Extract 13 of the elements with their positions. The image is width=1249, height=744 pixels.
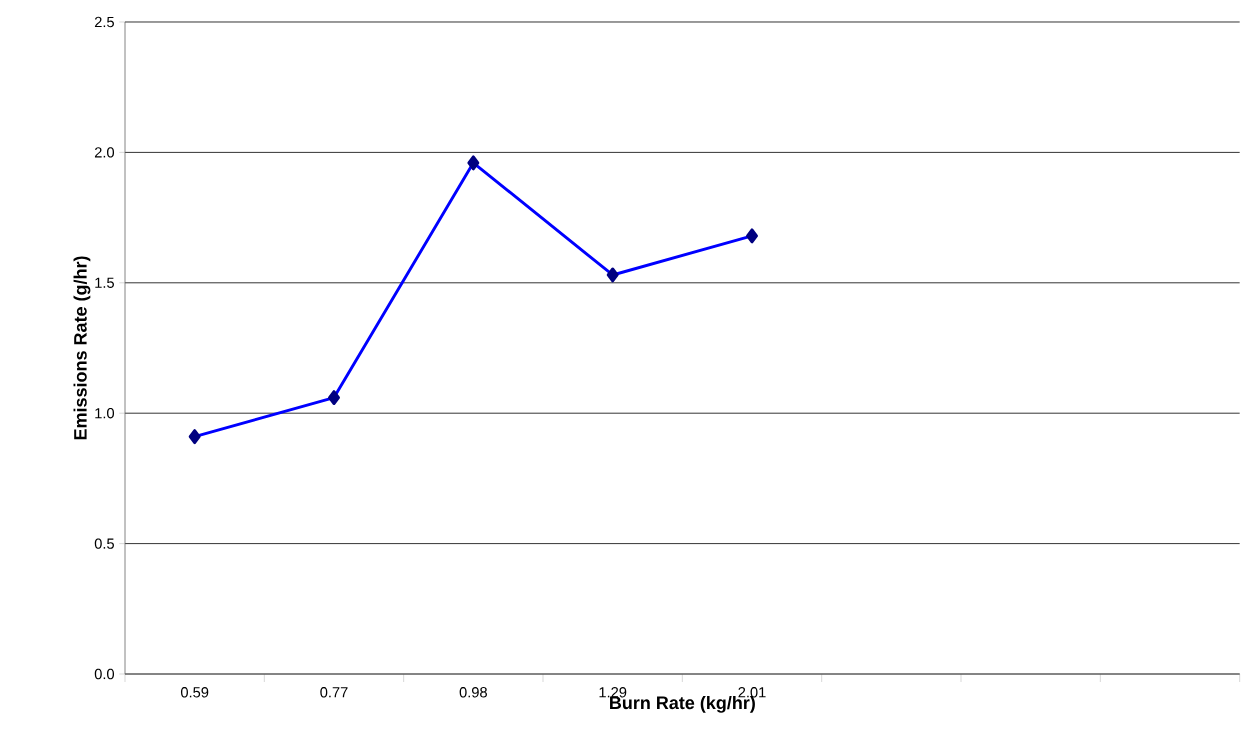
y-tick-label: 2.0	[94, 147, 115, 158]
x-tick-label: 0.59	[180, 687, 209, 698]
x-tick-label: 0.77	[320, 687, 348, 698]
x-tick-label: 0.98	[459, 687, 487, 698]
x-axis-title: Burn Rate (kg/hr)	[610, 695, 755, 713]
y-tick-label: 1.0	[95, 408, 115, 419]
y-tick-label: 0.5	[94, 538, 114, 549]
y-tick-label: 1.5	[95, 277, 114, 288]
x-tick-label: 1.29	[599, 687, 627, 698]
x-tick-label: 2.01	[738, 687, 766, 698]
y-tick-label: 0.0	[94, 668, 115, 680]
y-tick-label: 2.5	[94, 16, 114, 28]
y-axis-title: Emissions Rate (g/hr)	[73, 256, 91, 440]
